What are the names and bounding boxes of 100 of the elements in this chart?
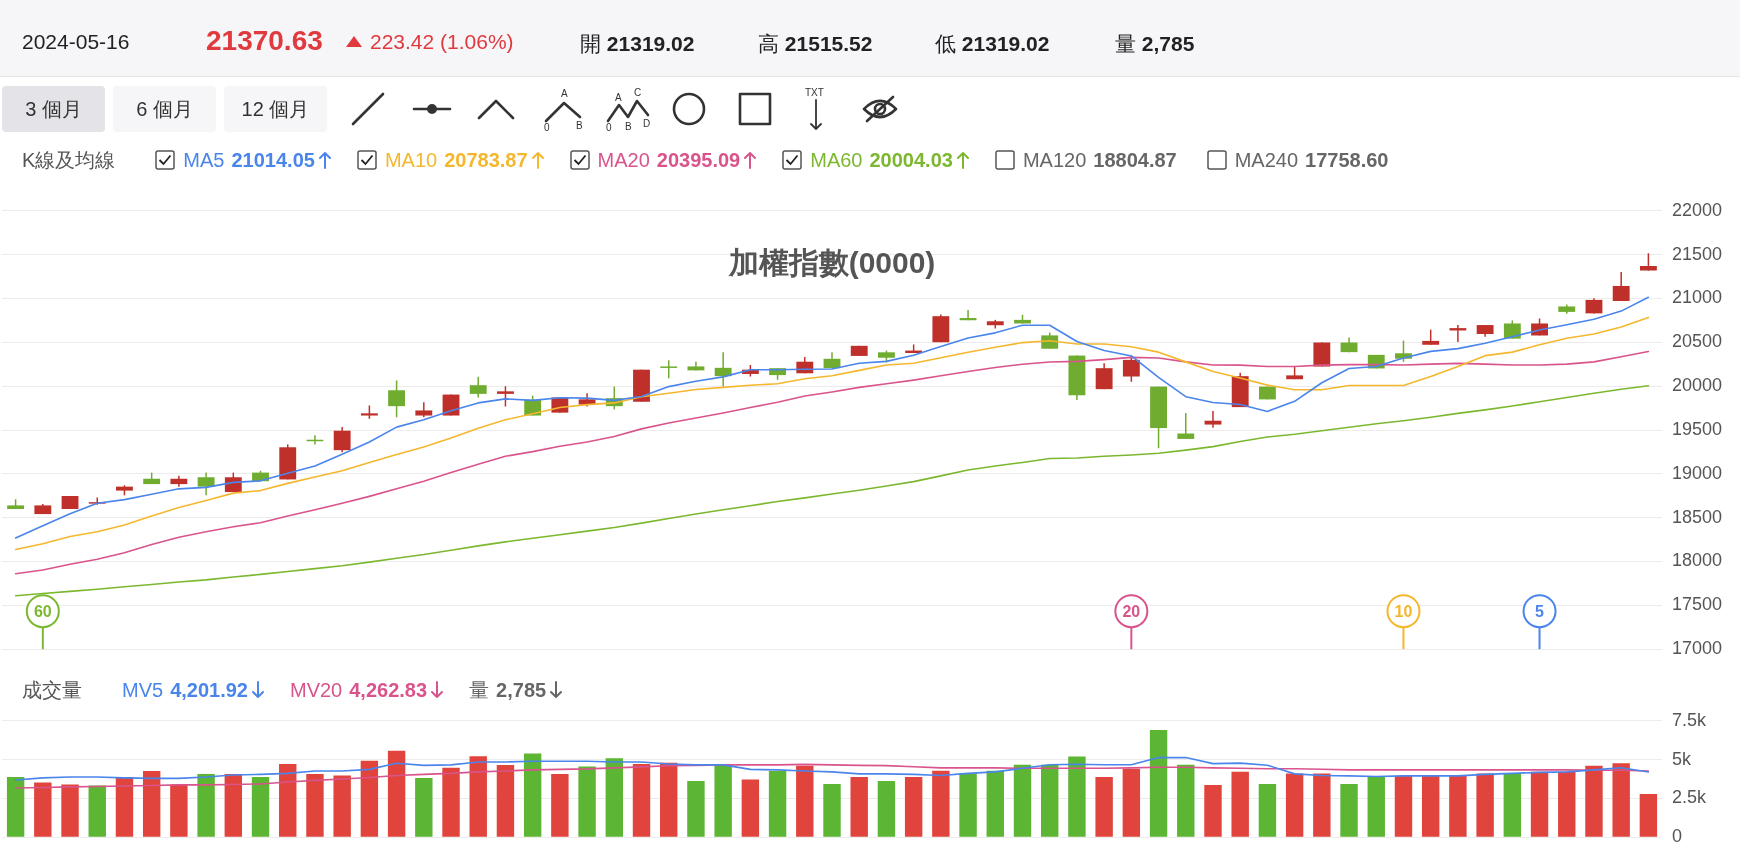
- bar: [877, 781, 896, 837]
- bar: [768, 770, 787, 837]
- bar: [687, 781, 705, 837]
- bar: [1639, 793, 1658, 837]
- text: MA240 17758.60: [1234, 148, 1389, 172]
- legend-title: 成交量: [22, 677, 82, 703]
- bar: [1394, 775, 1413, 837]
- bar: [1558, 771, 1576, 837]
- candlestick: [714, 351, 732, 388]
- candlestick: [197, 471, 215, 497]
- y-tick-label: 21500: [1672, 243, 1723, 264]
- candlestick: [388, 379, 406, 419]
- bar: [1177, 764, 1195, 837]
- y-tick-label: 18000: [1672, 550, 1723, 571]
- text: 3 個月: [2, 86, 105, 132]
- text: MA20 20395.09: [597, 148, 741, 172]
- bar: [823, 783, 841, 837]
- legend-title: K線及均線: [22, 147, 116, 173]
- bar: [1095, 776, 1113, 837]
- bar: [1476, 773, 1494, 837]
- annotation: 5: [1535, 602, 1545, 620]
- bar: [61, 784, 79, 837]
- candlestick: [469, 376, 487, 399]
- bar: [1367, 776, 1385, 837]
- text: MA60 20004.03: [810, 148, 953, 172]
- bar: [796, 765, 814, 837]
- y-tick-label: 19000: [1672, 462, 1723, 483]
- text: MA5 21014.05: [183, 148, 315, 172]
- bar: [523, 753, 542, 837]
- bar: [224, 773, 243, 837]
- y-tick-label: 22000: [1672, 199, 1723, 220]
- y-tick-label: 20500: [1672, 331, 1723, 352]
- bar: [1313, 773, 1331, 837]
- bar: [88, 785, 106, 837]
- y-tick-label: 2.5k: [1672, 787, 1708, 808]
- text: 高 21515.52: [758, 32, 873, 55]
- bar: [1530, 771, 1549, 837]
- bar: [1503, 773, 1522, 837]
- bar: [551, 773, 569, 837]
- bar: [115, 776, 134, 837]
- bar: [415, 777, 433, 837]
- text: 加權指數(0000): [727, 246, 936, 280]
- candlestick: [1177, 412, 1195, 440]
- y-tick-label: 5k: [1672, 748, 1693, 769]
- bar: [1449, 775, 1467, 837]
- bar: [1122, 768, 1141, 837]
- y-tick-label: 17500: [1672, 594, 1723, 615]
- bar: [442, 767, 460, 837]
- bar: [632, 763, 651, 837]
- bar: [904, 776, 923, 837]
- candlestick: [1612, 271, 1630, 302]
- bar: [251, 776, 270, 837]
- bar: [142, 770, 161, 837]
- bar: [6, 776, 25, 837]
- legend-label: MV5 4,201.92: [122, 678, 248, 702]
- text: 量 2,785: [1115, 32, 1195, 55]
- bar: [714, 763, 732, 837]
- bar: [34, 782, 52, 837]
- bar: [1231, 771, 1249, 837]
- bar: [1421, 775, 1440, 837]
- legend-label: MV20 4,262.83: [289, 678, 428, 702]
- bar: [986, 770, 1004, 837]
- bar: [279, 763, 297, 837]
- bar: [1258, 784, 1277, 837]
- bar: [1285, 773, 1304, 837]
- bar: [333, 775, 351, 837]
- annotation: 10: [1394, 602, 1413, 620]
- text: 12 個月: [224, 86, 327, 132]
- text: MA120 18804.87: [1022, 148, 1177, 172]
- bar: [1013, 764, 1032, 837]
- text: 開 21319.02: [580, 32, 695, 55]
- candlestick: [1204, 410, 1222, 429]
- text: 低 21319.02: [935, 32, 1050, 55]
- text: MA10 20783.87: [384, 148, 528, 172]
- text: 量 2,785: [469, 677, 547, 703]
- y-tick-label: 18500: [1672, 506, 1723, 527]
- candlestick: [959, 309, 977, 321]
- bar: [605, 758, 623, 837]
- bar: [1585, 765, 1603, 837]
- bar: [1149, 729, 1168, 837]
- text: 2024-05-16: [22, 30, 130, 54]
- bar: [1068, 756, 1086, 837]
- annotation: 20: [1122, 602, 1141, 620]
- bar: [306, 773, 324, 837]
- bar: [1204, 785, 1222, 837]
- bar: [360, 760, 379, 837]
- candlestick: [660, 359, 678, 380]
- bar: [496, 764, 515, 837]
- bar: [741, 779, 760, 837]
- candlestick: [497, 385, 514, 408]
- bar: [1612, 763, 1630, 837]
- bar: [1041, 764, 1059, 837]
- bar: [1340, 784, 1358, 837]
- y-tick-label: 20000: [1672, 375, 1723, 396]
- bar: [197, 773, 215, 837]
- candlestick: [333, 426, 351, 454]
- y-tick-label: 21000: [1672, 287, 1723, 308]
- bar: [660, 762, 678, 837]
- text: 6 個月: [113, 86, 216, 132]
- bar: [850, 776, 868, 837]
